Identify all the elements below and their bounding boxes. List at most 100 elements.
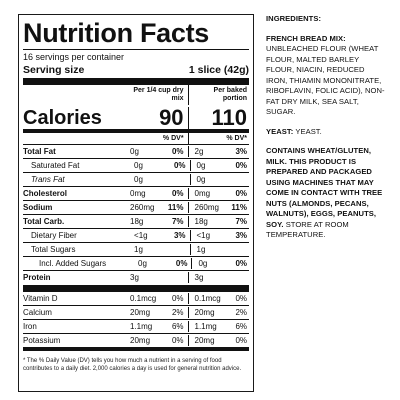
dv-col1: 7% (171, 217, 184, 226)
allergen-paragraph: CONTAINS WHEAT/GLUTEN, MILK. THIS PRODUC… (266, 146, 386, 241)
dv-col1: 11% (167, 203, 184, 212)
vitamin-row: Calcium 20mg 2% 20mg 2% (23, 306, 249, 320)
dv-col1: 0% (171, 336, 184, 345)
dv-header-col1: % DV* (162, 135, 184, 142)
dv-col1: 2% (171, 308, 184, 317)
dv-col1: 0% (173, 161, 186, 170)
amount-col1: 1g (134, 245, 143, 254)
dv-col2: 3% (235, 231, 248, 240)
dv-header-col2: % DV* (187, 133, 249, 144)
dv-col2: 7% (235, 217, 247, 226)
nutrient-row: Total Sugars 1g 1g (23, 243, 249, 257)
serving-size-value: 1 slice (42g) (188, 64, 249, 76)
mix-label: FRENCH BREAD MIX: (266, 33, 346, 43)
amount-col1: 260mg (130, 203, 155, 212)
vitamin-label: Calcium (23, 308, 52, 317)
amount-col2: 0.1mcg (194, 294, 221, 303)
nutrient-label: Protein (23, 273, 51, 282)
divider (23, 49, 249, 50)
calories-col1: 90 (159, 105, 184, 130)
amount-col1: 0g (138, 259, 147, 268)
amount-col2: 260mg (194, 203, 219, 212)
yeast-label: YEAST: (266, 126, 294, 136)
vitamin-row: Potassium 20mg 0% 20mg 0% (23, 334, 249, 347)
ingredients-heading: INGREDIENTS: (266, 14, 322, 23)
amount-col1: 0.1mcg (130, 294, 157, 303)
nutrient-row: Sodium 260mg 11% 260mg 11% (23, 201, 249, 215)
dv-col2: 2% (235, 308, 247, 317)
amount-col2: <1g (196, 231, 211, 240)
dv-col1: 0% (171, 147, 184, 156)
allergen-statement: CONTAINS WHEAT/GLUTEN, MILK. THIS PRODUC… (266, 146, 383, 229)
dv-header-row: % DV* % DV* (23, 133, 249, 144)
dv-col1: 0% (171, 189, 184, 198)
vitamin-label: Iron (23, 322, 37, 331)
dv-col1: 0% (175, 259, 188, 268)
dv-col2: 3% (235, 147, 247, 156)
dv-col1: 3% (173, 231, 186, 240)
nutrient-table: Total Fat 0g 0% 2g 3% Saturated Fat 0g 0% 0g 0% Tr… (23, 145, 249, 284)
nutrient-label: Cholesterol (23, 189, 68, 198)
amount-col1: 18g (130, 217, 144, 226)
amount-col1: <1g (134, 231, 148, 240)
serving-size-label: Serving size (23, 64, 85, 76)
dv-col2: 0% (235, 259, 247, 268)
nutrient-row: Total Carb. 18g 7% 18g 7% (23, 215, 249, 229)
dv-col2: 0% (235, 189, 247, 198)
amount-col1: 20mg (130, 308, 151, 317)
amount-col2: 1.1mg (194, 322, 217, 331)
dv-col2: 0% (235, 336, 247, 345)
vitamin-table: Vitamin D 0.1mcg 0% 0.1mcg 0% Calcium 20mg 2% 20… (23, 292, 249, 347)
dv-col1: 6% (171, 322, 184, 331)
nutrient-label: Trans Fat (31, 175, 65, 184)
amount-col2: 20mg (194, 336, 215, 345)
nutrient-row: Total Fat 0g 0% 2g 3% (23, 145, 249, 159)
amount-col2: 0g (196, 175, 206, 184)
nutrient-row: Incl. Added Sugars 0g 0% 0g 0% (23, 257, 249, 271)
mix-paragraph: FRENCH BREAD MIX: UNBLEACHED FLOUR (WHEA… (266, 34, 386, 118)
amount-col2: 0g (198, 259, 208, 268)
nutrient-row: Dietary Fiber <1g 3% <1g 3% (23, 229, 249, 243)
amount-col2: 3g (194, 273, 204, 282)
nutrient-label: Saturated Fat (31, 161, 80, 170)
nutrient-row: Saturated Fat 0g 0% 0g 0% (23, 159, 249, 173)
vitamin-label: Vitamin D (23, 294, 58, 303)
ingredients-block: INGREDIENTS: FRENCH BREAD MIX: UNBLEACHE… (266, 14, 386, 250)
amount-col1: 3g (130, 273, 139, 282)
vitamin-row: Iron 1.1mg 6% 1.1mg 6% (23, 320, 249, 334)
servings-per-container: 16 servings per container (23, 52, 125, 62)
nutrient-label: Incl. Added Sugars (39, 259, 107, 268)
nutrient-label: Dietary Fiber (31, 231, 77, 240)
amount-col1: 1.1mg (130, 322, 153, 331)
amount-col1: 0g (130, 147, 139, 156)
nutrient-row: Cholesterol 0mg 0% 0mg 0% (23, 187, 249, 201)
nutrient-label: Sodium (23, 203, 53, 212)
dv-col2: 11% (231, 203, 247, 212)
calories-row: Calories 90 110 (23, 105, 249, 129)
nutrient-row: Protein 3g 3g (23, 271, 249, 284)
amount-col2: 18g (194, 217, 208, 226)
thick-divider (23, 285, 249, 292)
amount-col1: 20mg (130, 336, 151, 345)
nutrition-facts-panel: Nutrition Facts 16 servings per containe… (18, 14, 254, 392)
column-header-row: Per 1/4 cup dry mix Per baked portion (23, 85, 249, 105)
mix-text: UNBLEACHED FLOUR (WHEAT FLOUR, MALTED BA… (266, 44, 385, 116)
dv-col2: 0% (235, 161, 248, 170)
nutrient-label: Total Carb. (23, 217, 65, 226)
col2-header: Per baked portion (187, 85, 249, 105)
serving-size-row: Serving size 1 slice (42g) (23, 63, 249, 77)
nutrient-label: Total Sugars (31, 245, 76, 254)
amount-col2: 20mg (194, 308, 215, 317)
amount-col1: 0mg (130, 189, 146, 198)
yeast-text: YEAST. (295, 126, 322, 136)
panel-title: Nutrition Facts (23, 18, 210, 48)
amount-col2: 1g (196, 245, 206, 254)
thick-divider (23, 78, 249, 85)
amount-col2: 0mg (194, 189, 211, 198)
footnote: * The % Daily Value (DV) tells you how m… (23, 358, 242, 372)
vitamin-label: Potassium (23, 336, 61, 345)
yeast-paragraph: YEAST: YEAST. (266, 127, 386, 138)
calories-col2: 110 (187, 107, 249, 129)
amount-col1: 0g (134, 175, 143, 184)
nutrient-label: Total Fat (23, 147, 56, 156)
